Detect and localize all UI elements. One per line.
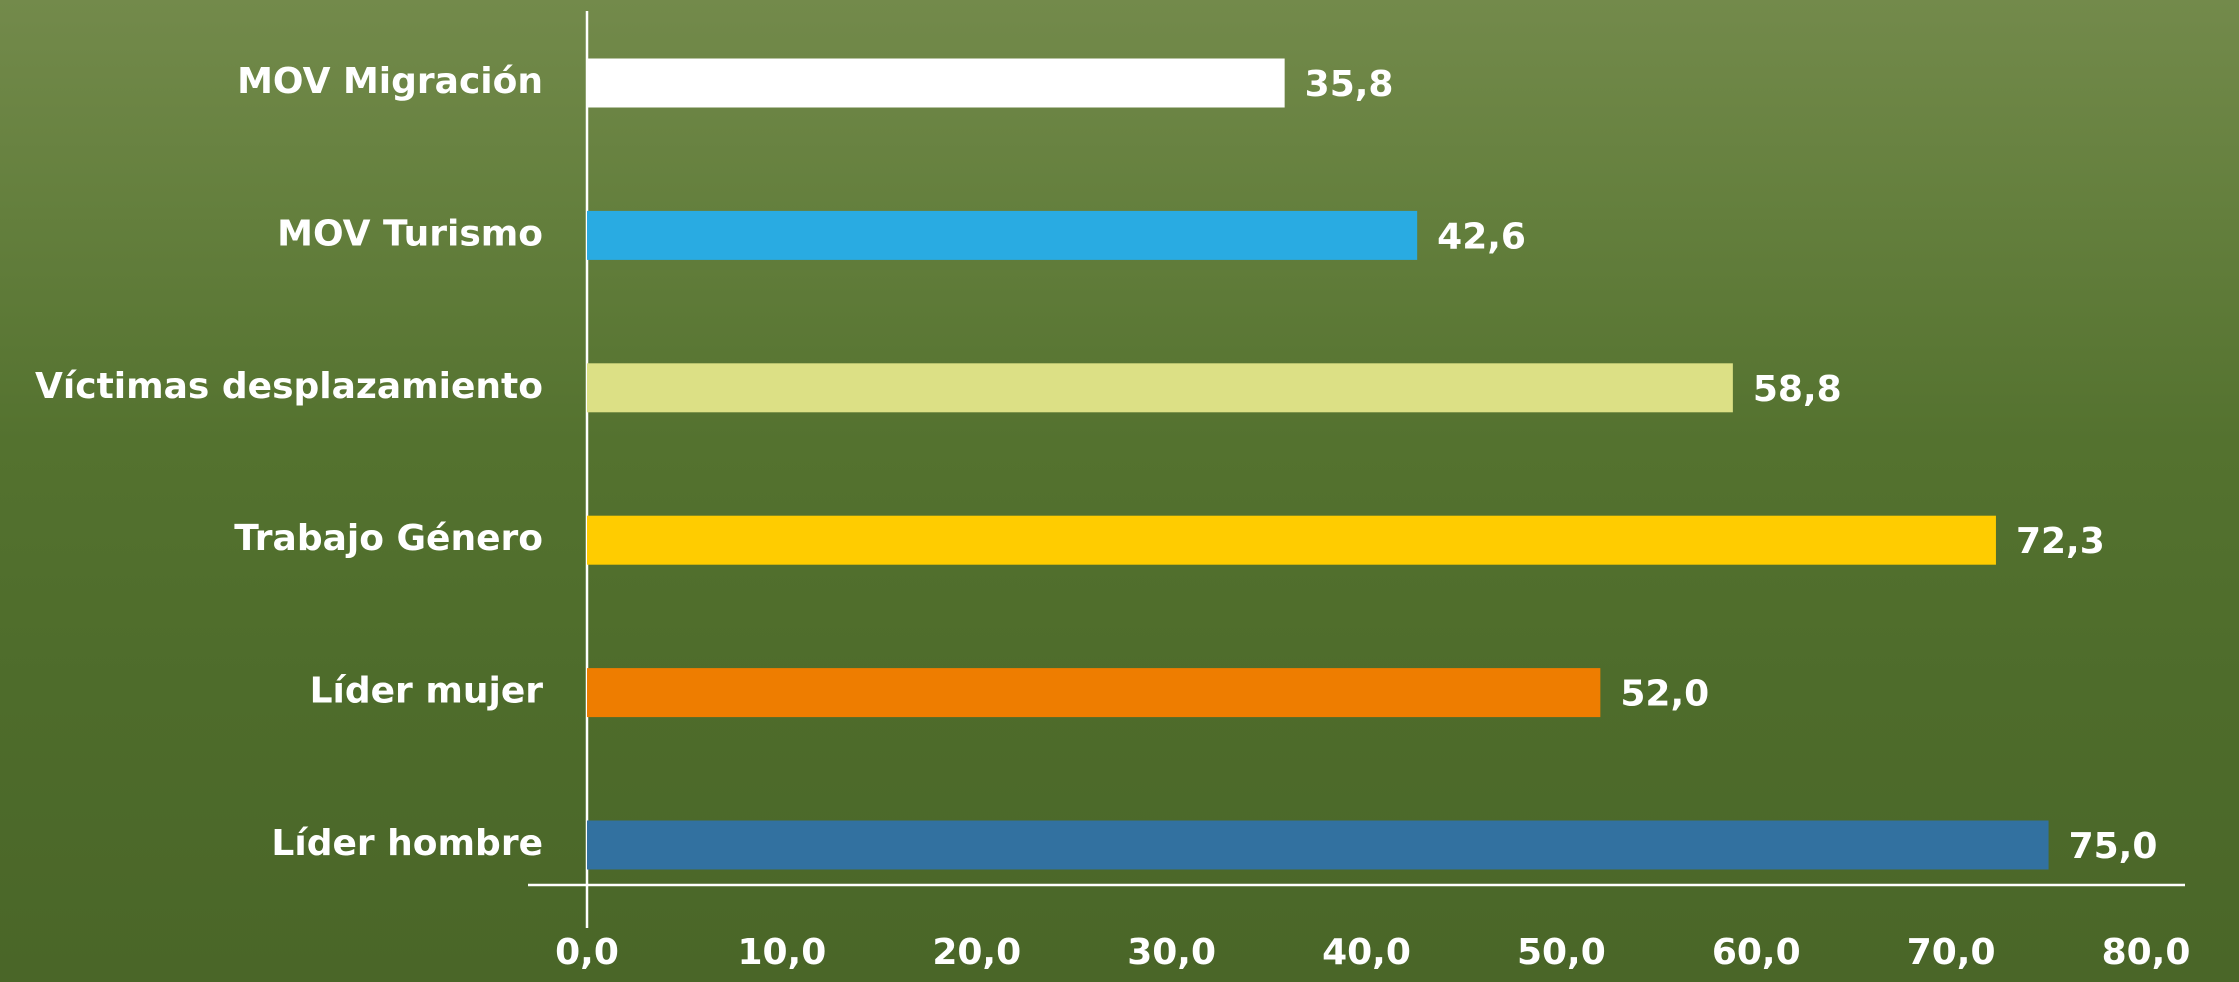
value-label: 75,0	[2069, 826, 2158, 867]
x-tick-label: 30,0	[1127, 932, 1216, 973]
y-tick-label: Víctimas desplazamiento	[35, 366, 543, 407]
x-tick-label: 10,0	[737, 932, 826, 973]
x-tick-label: 60,0	[1712, 932, 1801, 973]
bar	[587, 668, 1601, 718]
y-tick-label: Líder mujer	[310, 671, 544, 712]
bar	[587, 210, 1418, 260]
y-tick-label: MOV Migración	[237, 61, 543, 102]
bar	[587, 820, 2049, 870]
value-label: 58,8	[1753, 369, 1842, 410]
y-tick-label: Líder hombre	[271, 823, 543, 864]
bar	[587, 515, 1996, 565]
x-tick-label: 80,0	[2102, 932, 2191, 973]
value-label: 72,3	[2016, 521, 2105, 562]
x-tick-label: 50,0	[1517, 932, 1606, 973]
value-label: 42,6	[1437, 216, 1526, 257]
value-label: 35,8	[1305, 64, 1394, 105]
x-tick-label: 20,0	[932, 932, 1021, 973]
y-tick-label: Trabajo Género	[234, 518, 543, 559]
y-tick-label: MOV Turismo	[277, 213, 543, 254]
x-tick-label: 0,0	[555, 932, 619, 973]
bar	[587, 363, 1733, 413]
x-tick-label: 40,0	[1322, 932, 1411, 973]
x-tick-label: 70,0	[1907, 932, 1996, 973]
bar	[587, 58, 1285, 108]
value-label: 52,0	[1620, 674, 1709, 715]
